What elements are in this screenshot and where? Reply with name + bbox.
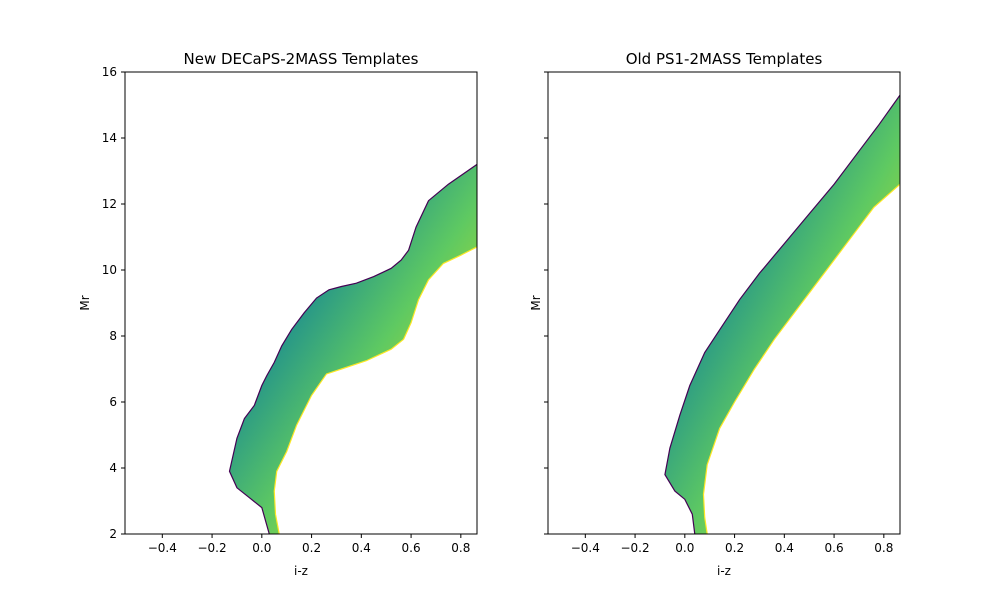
right-x-tick-label: 0.2 bbox=[725, 541, 744, 555]
right-y-axis-label: Mr bbox=[529, 295, 543, 310]
right-x-tick-label: −0.4 bbox=[571, 541, 600, 555]
right-template-area bbox=[664, 95, 900, 534]
left-x-tick-label: −0.4 bbox=[148, 541, 177, 555]
left-y-tick-label: 2 bbox=[109, 527, 117, 541]
left-x-tick-label: 0.8 bbox=[451, 541, 470, 555]
right-panel-title: Old PS1-2MASS Templates bbox=[626, 50, 823, 68]
right-x-ticks: −0.4 −0.2 0.0 0.2 0.4 0.6 0.8 bbox=[571, 534, 893, 555]
left-x-ticks: −0.4 −0.2 0.0 0.2 0.4 0.6 0.8 bbox=[148, 534, 470, 555]
right-x-axis-label: i-z bbox=[717, 564, 731, 578]
right-panel: Old PS1-2MASS Templates −0.4 −0.2 0.0 0.2 0.… bbox=[529, 50, 901, 578]
right-x-tick-label: −0.2 bbox=[620, 541, 649, 555]
left-y-tick-label: 8 bbox=[109, 329, 117, 343]
right-x-tick-label: 0.0 bbox=[675, 541, 694, 555]
left-template-band bbox=[228, 163, 477, 534]
left-panel: New DECaPS-2MASS Templates −0.4 −0.2 0.0 0.… bbox=[78, 50, 478, 578]
left-y-tick-label: 10 bbox=[102, 263, 117, 277]
right-x-tick-label: 0.6 bbox=[825, 541, 844, 555]
right-x-tick-label: 0.8 bbox=[874, 541, 893, 555]
right-plot-frame bbox=[547, 71, 901, 535]
right-template-band bbox=[664, 94, 900, 534]
left-y-tick-label: 14 bbox=[102, 131, 117, 145]
left-upper-edge-line bbox=[228, 163, 477, 534]
left-y-tick-label: 12 bbox=[102, 197, 117, 211]
left-template-area bbox=[229, 164, 477, 534]
left-y-axis-label: Mr bbox=[78, 295, 92, 310]
left-x-tick-label: 0.6 bbox=[402, 541, 421, 555]
right-upper-edge-line bbox=[664, 94, 900, 534]
left-y-tick-label: 4 bbox=[109, 461, 117, 475]
left-y-tick-label: 16 bbox=[102, 65, 117, 79]
right-x-tick-label: 0.4 bbox=[775, 541, 794, 555]
left-lower-edge-line bbox=[273, 246, 477, 534]
left-x-tick-label: 0.0 bbox=[252, 541, 271, 555]
right-y-ticks bbox=[544, 71, 548, 535]
left-x-tick-label: 0.4 bbox=[352, 541, 371, 555]
right-lower-edge-line bbox=[702, 183, 900, 534]
left-y-ticks: 2 4 6 8 10 12 14 16 bbox=[102, 65, 125, 541]
left-plot-frame bbox=[124, 71, 478, 535]
left-x-tick-label: 0.2 bbox=[302, 541, 321, 555]
left-panel-title: New DECaPS-2MASS Templates bbox=[184, 50, 419, 68]
left-x-axis-label: i-z bbox=[294, 564, 308, 578]
left-y-tick-label: 6 bbox=[109, 395, 117, 409]
left-x-tick-label: −0.2 bbox=[197, 541, 226, 555]
